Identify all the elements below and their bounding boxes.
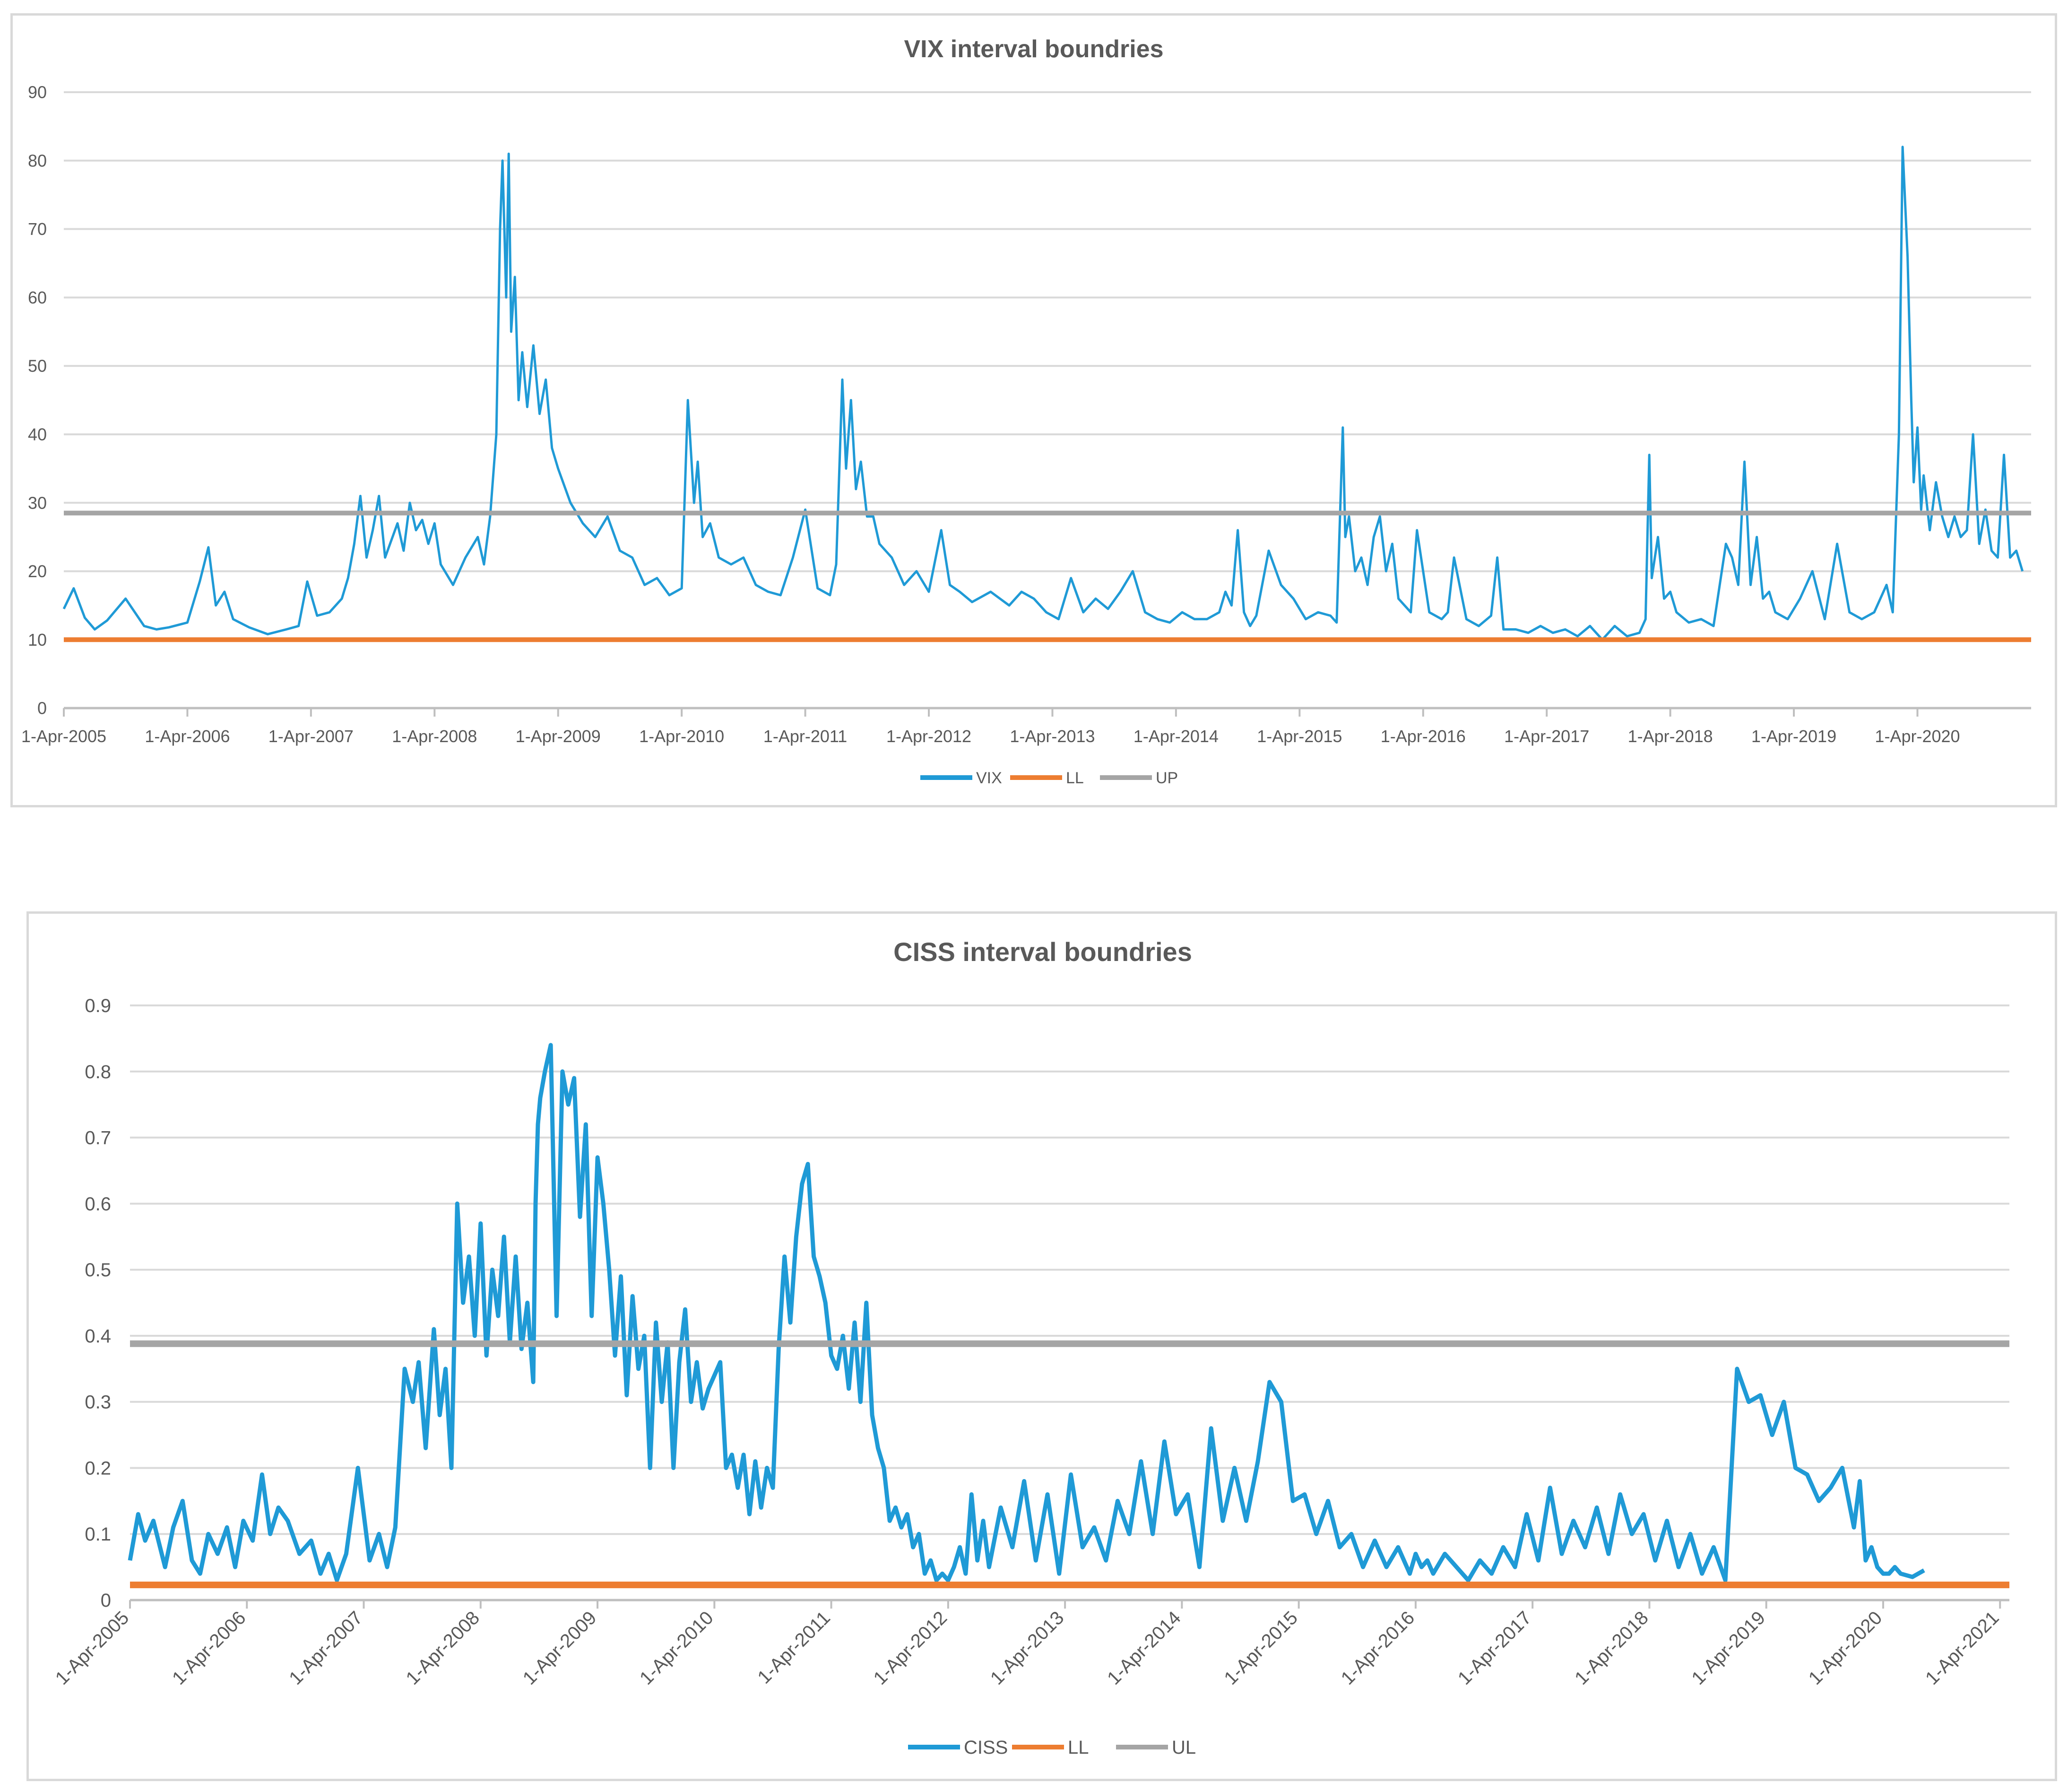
x-tick-label: 1-Apr-2020: [1805, 1607, 1886, 1689]
y-tick-label: 0: [101, 1590, 111, 1611]
y-tick-label: 0.8: [85, 1062, 111, 1082]
y-tick-label: 0.1: [85, 1524, 111, 1545]
legend-label-up: UP: [1156, 769, 1178, 787]
x-tick-label: 1-Apr-2005: [21, 727, 106, 746]
x-tick-label: 1-Apr-2016: [1337, 1607, 1419, 1689]
x-tick-label: 1-Apr-2013: [1010, 727, 1095, 746]
x-tick-label: 1-Apr-2009: [516, 727, 601, 746]
y-tick-label: 0.5: [85, 1260, 111, 1281]
legend-label-ciss: CISS: [964, 1737, 1008, 1758]
ciss-chart: CISS interval boundries 0 0.1 0.2 0.3 0.4 0.5 0…: [52, 937, 2009, 1758]
x-tick-label: 1-Apr-2020: [1875, 727, 1960, 746]
chart-title: CISS interval boundries: [893, 937, 1192, 967]
y-tick-label: 20: [28, 562, 47, 581]
x-tick-label: 1-Apr-2021: [1921, 1607, 2003, 1689]
legend-label-ul: UL: [1172, 1737, 1196, 1758]
y-tick-label: 0.7: [85, 1128, 111, 1149]
x-tick-label: 1-Apr-2007: [285, 1607, 367, 1689]
x-tick-label: 1-Apr-2019: [1751, 727, 1836, 746]
x-tick-label: 1-Apr-2017: [1504, 727, 1589, 746]
y-tick-label: 0: [37, 699, 47, 718]
x-tick-label: 1-Apr-2010: [639, 727, 724, 746]
x-tick-label: 1-Apr-2007: [268, 727, 354, 746]
legend-label-vix: VIX: [976, 769, 1002, 787]
y-tick-label: 80: [28, 151, 47, 170]
y-tick-label: 60: [28, 288, 47, 307]
y-tick-label: 50: [28, 356, 47, 376]
vix-chart-panel: VIX interval boundries 0 10 20 30 40 50 60 70 80 9…: [10, 13, 2057, 807]
x-tick-label: 1-Apr-2005: [52, 1607, 133, 1689]
y-tick-label: 0.9: [85, 996, 111, 1016]
y-tick-label: 0.6: [85, 1194, 111, 1214]
x-tick-label: 1-Apr-2014: [1103, 1607, 1185, 1689]
series-ciss-line: [128, 1043, 1925, 1583]
legend-label-ll: LL: [1068, 1737, 1089, 1758]
x-tick-label: 1-Apr-2011: [763, 727, 847, 746]
x-tick-label: 1-Apr-2011: [753, 1607, 834, 1688]
x-tick-label: 1-Apr-2006: [145, 727, 230, 746]
x-tick-label: 1-Apr-2009: [519, 1607, 601, 1689]
x-tick-label: 1-Apr-2010: [636, 1607, 718, 1689]
y-tick-label: 70: [28, 219, 47, 239]
ciss-chart-panel: CISS interval boundries 0 0.1 0.2 0.3 0.4 0.5 0…: [26, 911, 2057, 1781]
x-tick-label: 1-Apr-2019: [1687, 1607, 1769, 1689]
legend-label-ll: LL: [1066, 769, 1084, 787]
vix-chart: VIX interval boundries 0 10 20 30 40 50 60 70 80 9…: [21, 35, 2031, 787]
x-tick-label: 1-Apr-2008: [402, 1607, 484, 1689]
x-tick-label: 1-Apr-2018: [1628, 727, 1713, 746]
y-tick-label: 90: [28, 83, 47, 102]
y-tick-label: 0.3: [85, 1392, 111, 1413]
y-tick-label: 10: [28, 630, 47, 649]
y-tick-label: 0.4: [85, 1326, 111, 1347]
series-vix-line: [62, 146, 2024, 641]
x-tick-label: 1-Apr-2012: [886, 727, 971, 746]
x-tick-label: 1-Apr-2014: [1134, 727, 1219, 746]
x-tick-label: 1-Apr-2015: [1257, 727, 1342, 746]
x-tick-label: 1-Apr-2018: [1571, 1607, 1653, 1689]
x-tick-label: 1-Apr-2006: [168, 1607, 250, 1689]
x-tick-label: 1-Apr-2012: [870, 1607, 952, 1689]
y-tick-label: 0.2: [85, 1458, 111, 1479]
x-tick-label: 1-Apr-2013: [986, 1607, 1068, 1689]
y-tick-label: 40: [28, 424, 47, 444]
x-tick-label: 1-Apr-2017: [1454, 1607, 1536, 1689]
x-tick-label: 1-Apr-2016: [1381, 727, 1466, 746]
x-tick-label: 1-Apr-2008: [392, 727, 477, 746]
y-tick-label: 30: [28, 493, 47, 512]
x-tick-label: 1-Apr-2015: [1220, 1607, 1302, 1689]
chart-title: VIX interval boundries: [904, 35, 1163, 63]
